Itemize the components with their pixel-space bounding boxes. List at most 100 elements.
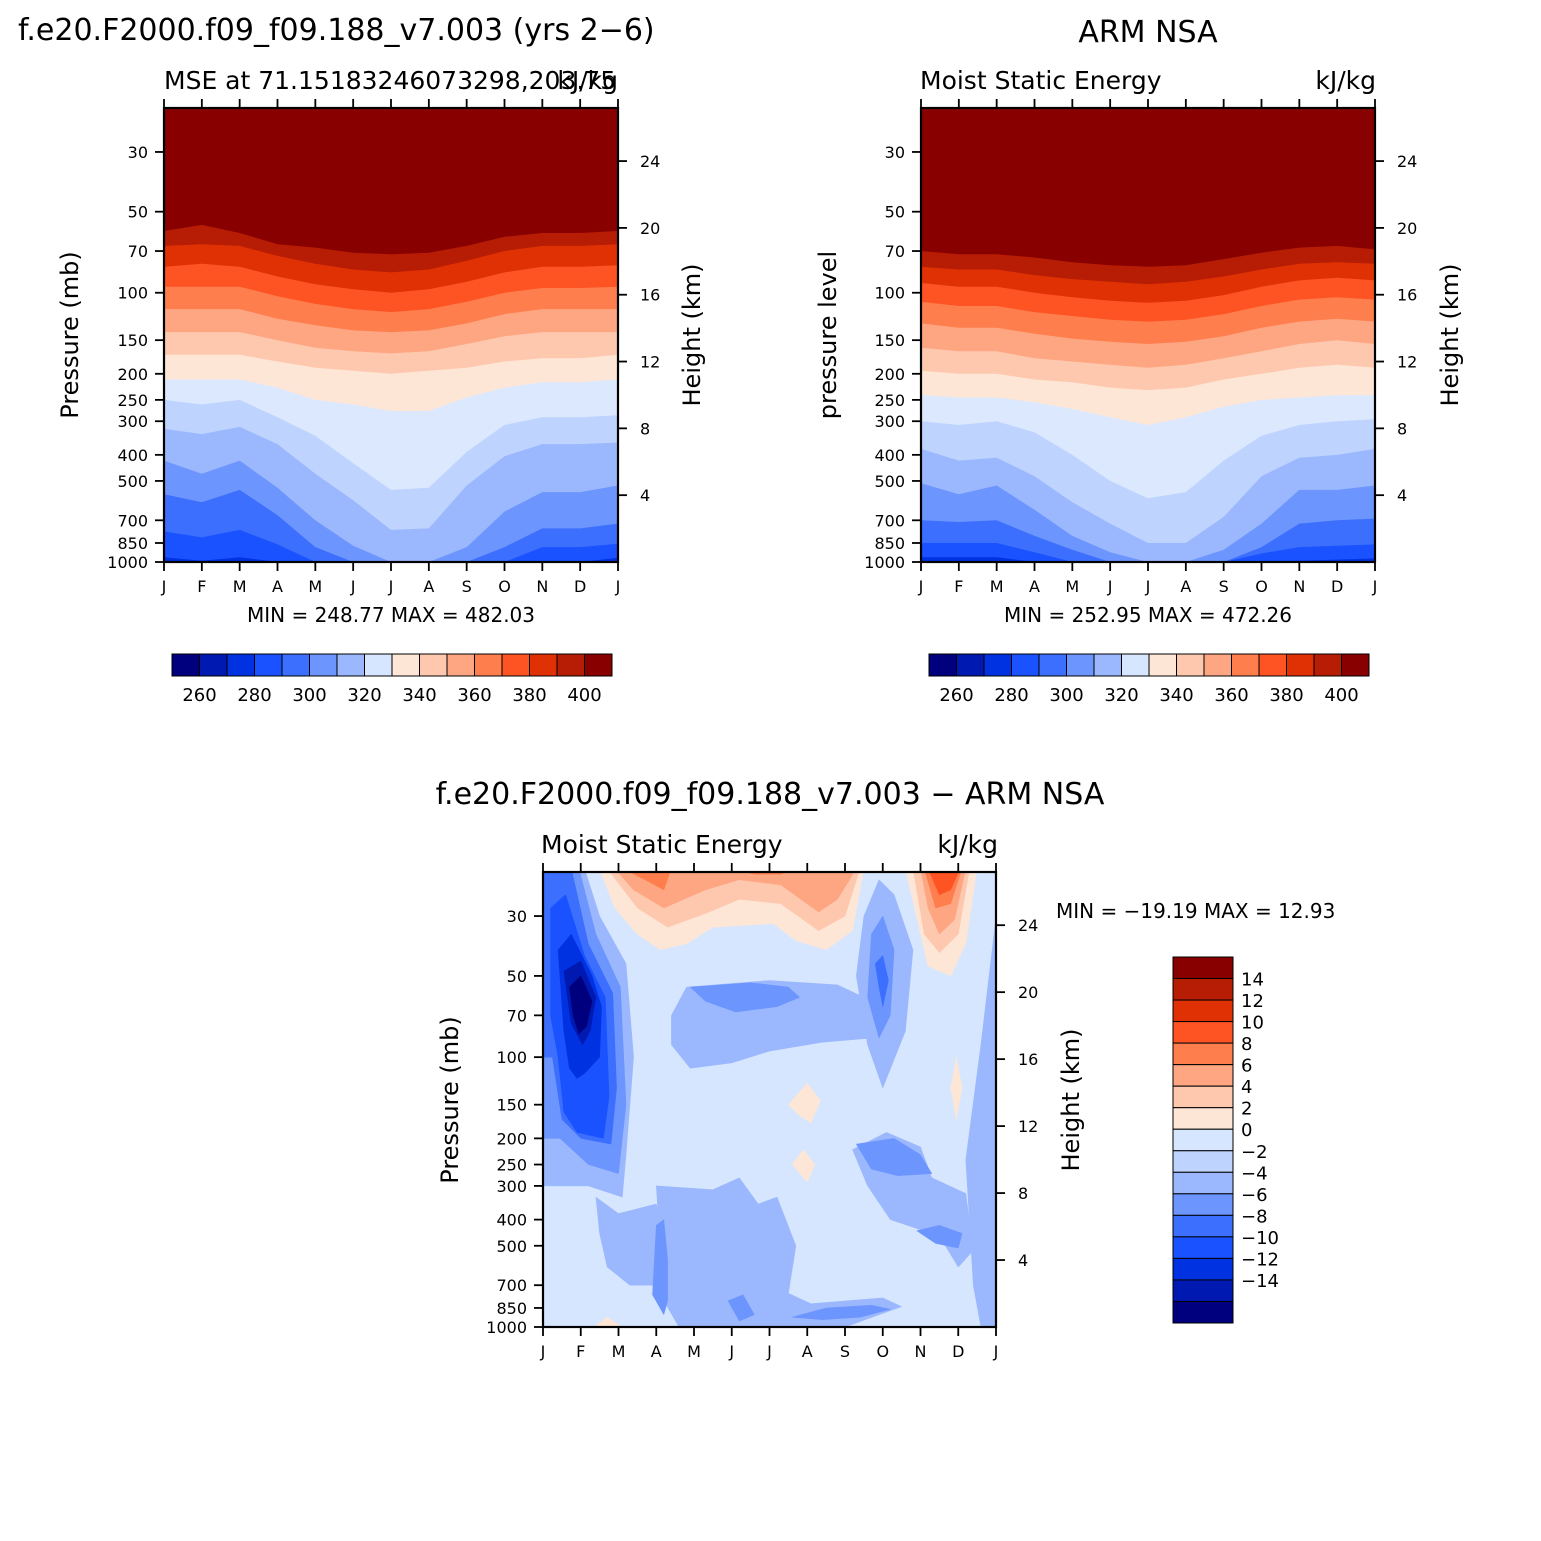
colorbar-label: −8 [1241, 1206, 1268, 1227]
colorbar-box [281, 653, 310, 677]
x-tick-label: A [423, 577, 434, 596]
contour-region-11 [874, 955, 889, 1007]
colorbar-label: 400 [567, 685, 601, 706]
colorbar-box [1011, 653, 1040, 677]
colorbar-box [1313, 653, 1342, 677]
y-tick-label: 300 [496, 1177, 527, 1196]
y-right-tick-label: 8 [1018, 1184, 1028, 1203]
x-tick-label: J [1145, 577, 1151, 596]
y-tick-label: 850 [874, 534, 905, 553]
y-tick-label: 400 [874, 446, 905, 465]
contour-band-280 [164, 529, 618, 562]
x-tick-label: S [1219, 577, 1229, 596]
y-tick-label: 70 [507, 1006, 527, 1025]
panel-diff-subtitle-left: Moist Static Energy [541, 830, 783, 859]
colorbar-box [1172, 1107, 1234, 1130]
x-tick-label: M [687, 1342, 701, 1361]
x-tick-label: J [918, 577, 924, 596]
colorbar-box [1203, 653, 1232, 677]
colorbar-label: 380 [1269, 685, 1303, 706]
x-tick-label: M [308, 577, 322, 596]
colorbar-box [1172, 956, 1234, 980]
panel-model-ylabel-right: Height (km) [678, 264, 706, 407]
contour-region-28 [628, 872, 671, 891]
y-tick-label: 850 [117, 534, 148, 553]
y-tick-label: 70 [885, 242, 905, 261]
x-tick-label: D [574, 577, 586, 596]
panel-model-subtitle-left: MSE at 71.15183246073298,203.75 [164, 66, 616, 95]
y-tick-label: 50 [128, 203, 148, 222]
x-tick-label: J [388, 577, 394, 596]
y-tick-label: 1000 [107, 553, 148, 572]
y-tick-label: 500 [117, 472, 148, 491]
colorbar-box [446, 653, 475, 677]
colorbar-box [199, 653, 228, 677]
colorbar-label: 280 [994, 685, 1028, 706]
x-tick-label: A [272, 577, 283, 596]
colorbar-box [1093, 653, 1122, 677]
contour-region-27 [617, 872, 855, 913]
y-right-tick-label: 20 [1018, 983, 1038, 1002]
y-tick-label: 250 [874, 391, 905, 410]
contour-region-18 [652, 1219, 668, 1315]
panel-obs-contour-field [921, 108, 1375, 562]
contour-region-15 [856, 1138, 933, 1176]
x-tick-label: O [876, 1342, 889, 1361]
colorbar-label: 380 [512, 685, 546, 706]
colorbar-label: −14 [1241, 1271, 1279, 1292]
panel-obs-colorbar: 260 280 300 320 340 360 380 400 [928, 653, 1370, 706]
panel-diff-axes: J F M A M J J A S O N D J 30 50 70 100 150 200 250 300 400 500… [486, 863, 1038, 1361]
x-tick-label: J [728, 1342, 734, 1361]
panel-obs-stats: MIN = 252.95 MAX = 472.26 [1004, 603, 1292, 627]
y-tick-label: 100 [874, 284, 905, 303]
colorbar-label: 260 [939, 685, 973, 706]
colorbar-box [1172, 1085, 1234, 1109]
colorbar-box [1341, 653, 1370, 677]
colorbar-label: −4 [1241, 1163, 1268, 1184]
panel-obs-title: ARM NSA [1078, 15, 1218, 50]
colorbar-box [391, 653, 420, 677]
x-tick-label: O [498, 577, 511, 596]
colorbar-box [928, 653, 957, 677]
y-right-tick-label: 16 [1018, 1050, 1038, 1069]
colorbar-box [956, 653, 985, 677]
y-right-tick-label: 12 [640, 353, 660, 372]
y-tick-label: 100 [117, 284, 148, 303]
panel-obs-subtitle-right: kJ/kg [1315, 66, 1376, 95]
y-right-tick-label: 12 [1018, 1117, 1038, 1136]
colorbar-label: 6 [1241, 1056, 1252, 1077]
colorbar-label: 10 [1241, 1013, 1264, 1034]
y-right-tick-label: 20 [640, 219, 660, 238]
x-tick-label: S [462, 577, 472, 596]
y-right-tick-label: 12 [1397, 353, 1417, 372]
colorbar-box [1172, 999, 1234, 1023]
y-tick-label: 400 [496, 1211, 527, 1230]
colorbar-box [1286, 653, 1315, 677]
colorbar-box [226, 653, 255, 677]
colorbar-box [1121, 653, 1150, 677]
x-tick-label: D [952, 1342, 964, 1361]
colorbar-box [1172, 1257, 1234, 1281]
colorbar-box [1172, 1021, 1234, 1044]
contour-region-17 [965, 915, 996, 1327]
colorbar-label: 400 [1324, 685, 1358, 706]
colorbar-box [1231, 653, 1260, 677]
contour-band-290 [164, 489, 618, 562]
colorbar-label: 4 [1241, 1077, 1252, 1098]
x-tick-label: J [993, 1342, 999, 1361]
y-tick-label: 70 [128, 242, 148, 261]
y-right-tick-label: 4 [640, 486, 650, 505]
panel-model-contour-field [164, 108, 618, 562]
colorbar-box [364, 653, 393, 677]
x-tick-label: J [766, 1342, 772, 1361]
colorbar-box [1148, 653, 1177, 677]
x-tick-label: F [197, 577, 206, 596]
colorbar-box [1172, 1171, 1234, 1195]
contour-band-290 [921, 518, 1375, 562]
contour-region-22 [788, 1083, 821, 1123]
x-tick-label: F [954, 577, 963, 596]
panel-model-colorbar: 260 280 300 320 340 360 380 400 [171, 653, 613, 706]
x-tick-label: A [651, 1342, 662, 1361]
x-tick-label: N [1293, 577, 1305, 596]
